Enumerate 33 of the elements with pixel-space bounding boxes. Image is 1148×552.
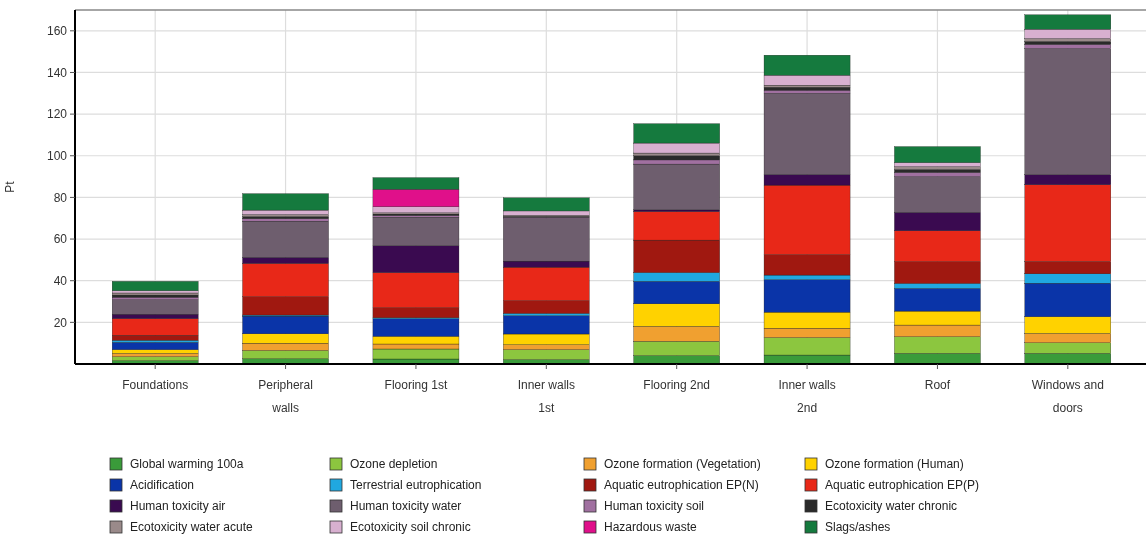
y-tick-label: 60 bbox=[53, 232, 68, 247]
x-tick-label: Peripheral walls bbox=[258, 378, 313, 415]
legend-label: Ozone formation (Vegetation) bbox=[604, 457, 761, 471]
x-tick-label: Windows and doors bbox=[1031, 378, 1104, 415]
y-tick-label: 40 bbox=[53, 273, 68, 288]
legend-label: Aquatic eutrophication EP(P) bbox=[825, 478, 980, 492]
y-tick-label: 20 bbox=[53, 315, 68, 330]
legend-label: Ecotoxicity water acute bbox=[130, 520, 254, 534]
legend-label: Ozone depletion bbox=[350, 457, 438, 471]
legend-label: Slags/ashes bbox=[825, 520, 891, 534]
y-tick-label: 120 bbox=[46, 107, 68, 122]
x-tick-label: Inner walls 2nd bbox=[778, 378, 836, 415]
legend-label: Ecotoxicity water chronic bbox=[825, 499, 958, 513]
legend-label: Global warming 100a bbox=[130, 457, 244, 471]
x-tick-label: Flooring 2nd bbox=[643, 378, 711, 392]
x-tick-label: Foundations bbox=[122, 378, 189, 392]
legend-label: Human toxicity air bbox=[130, 499, 226, 513]
legend-label: Aquatic eutrophication EP(N) bbox=[604, 478, 759, 492]
y-tick-label: 80 bbox=[53, 190, 68, 205]
legend-label: Human toxicity water bbox=[350, 499, 462, 513]
y-axis-title: Pt bbox=[3, 180, 17, 193]
x-tick-label: Roof bbox=[924, 378, 951, 392]
legend-label: Acidification bbox=[130, 478, 195, 492]
legend-label: Terrestrial eutrophication bbox=[350, 478, 482, 492]
x-tick-label: Inner walls 1st bbox=[517, 378, 575, 415]
x-tick-label: Flooring 1st bbox=[384, 378, 448, 392]
y-tick-label: 160 bbox=[46, 24, 68, 39]
y-tick-label: 140 bbox=[46, 65, 68, 80]
legend-label: Ozone formation (Human) bbox=[825, 457, 964, 471]
legend-label: Hazardous waste bbox=[604, 520, 698, 534]
legend-label: Ecotoxicity soil chronic bbox=[350, 520, 471, 534]
legend-label: Human toxicity soil bbox=[604, 499, 705, 513]
y-tick-label: 100 bbox=[46, 148, 68, 163]
